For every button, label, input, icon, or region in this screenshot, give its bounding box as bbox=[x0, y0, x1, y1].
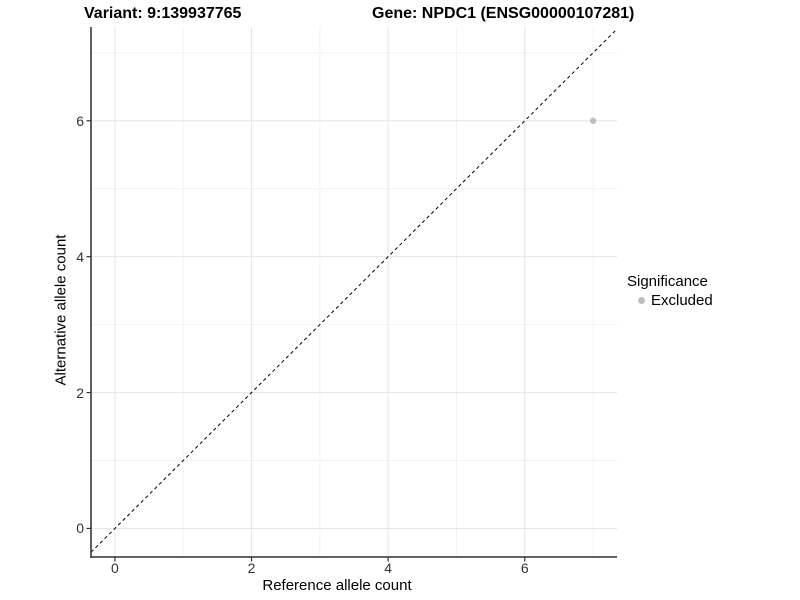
excluded-point-swatch bbox=[638, 297, 645, 304]
x-tick-label: 6 bbox=[520, 560, 529, 576]
plot-title-variant: Variant: 9:139937765 bbox=[84, 5, 242, 22]
x-tick-label: 2 bbox=[247, 560, 256, 576]
plot-title-gene: Gene: NPDC1 (ENSG00000107281) bbox=[372, 5, 635, 22]
legend-item-excluded: Excluded bbox=[627, 292, 713, 309]
data-point bbox=[589, 117, 597, 124]
panel-background bbox=[91, 27, 617, 557]
y-tick-label: 6 bbox=[76, 112, 84, 129]
x-tick-label: 0 bbox=[111, 560, 119, 576]
legend-title: Significance bbox=[627, 273, 708, 290]
y-tick-label: 4 bbox=[76, 248, 84, 265]
y-tick-label: 2 bbox=[76, 384, 84, 401]
y-axis-title: Alternative allele count bbox=[52, 234, 70, 386]
legend-item-label: Excluded bbox=[651, 292, 713, 309]
identity-reference-line bbox=[90, 28, 618, 553]
x-tick-label: 4 bbox=[384, 560, 393, 576]
x-axis-title: Reference allele count bbox=[262, 577, 412, 594]
legend: Significance Excluded bbox=[627, 273, 713, 309]
y-tick-label: 0 bbox=[76, 520, 84, 537]
